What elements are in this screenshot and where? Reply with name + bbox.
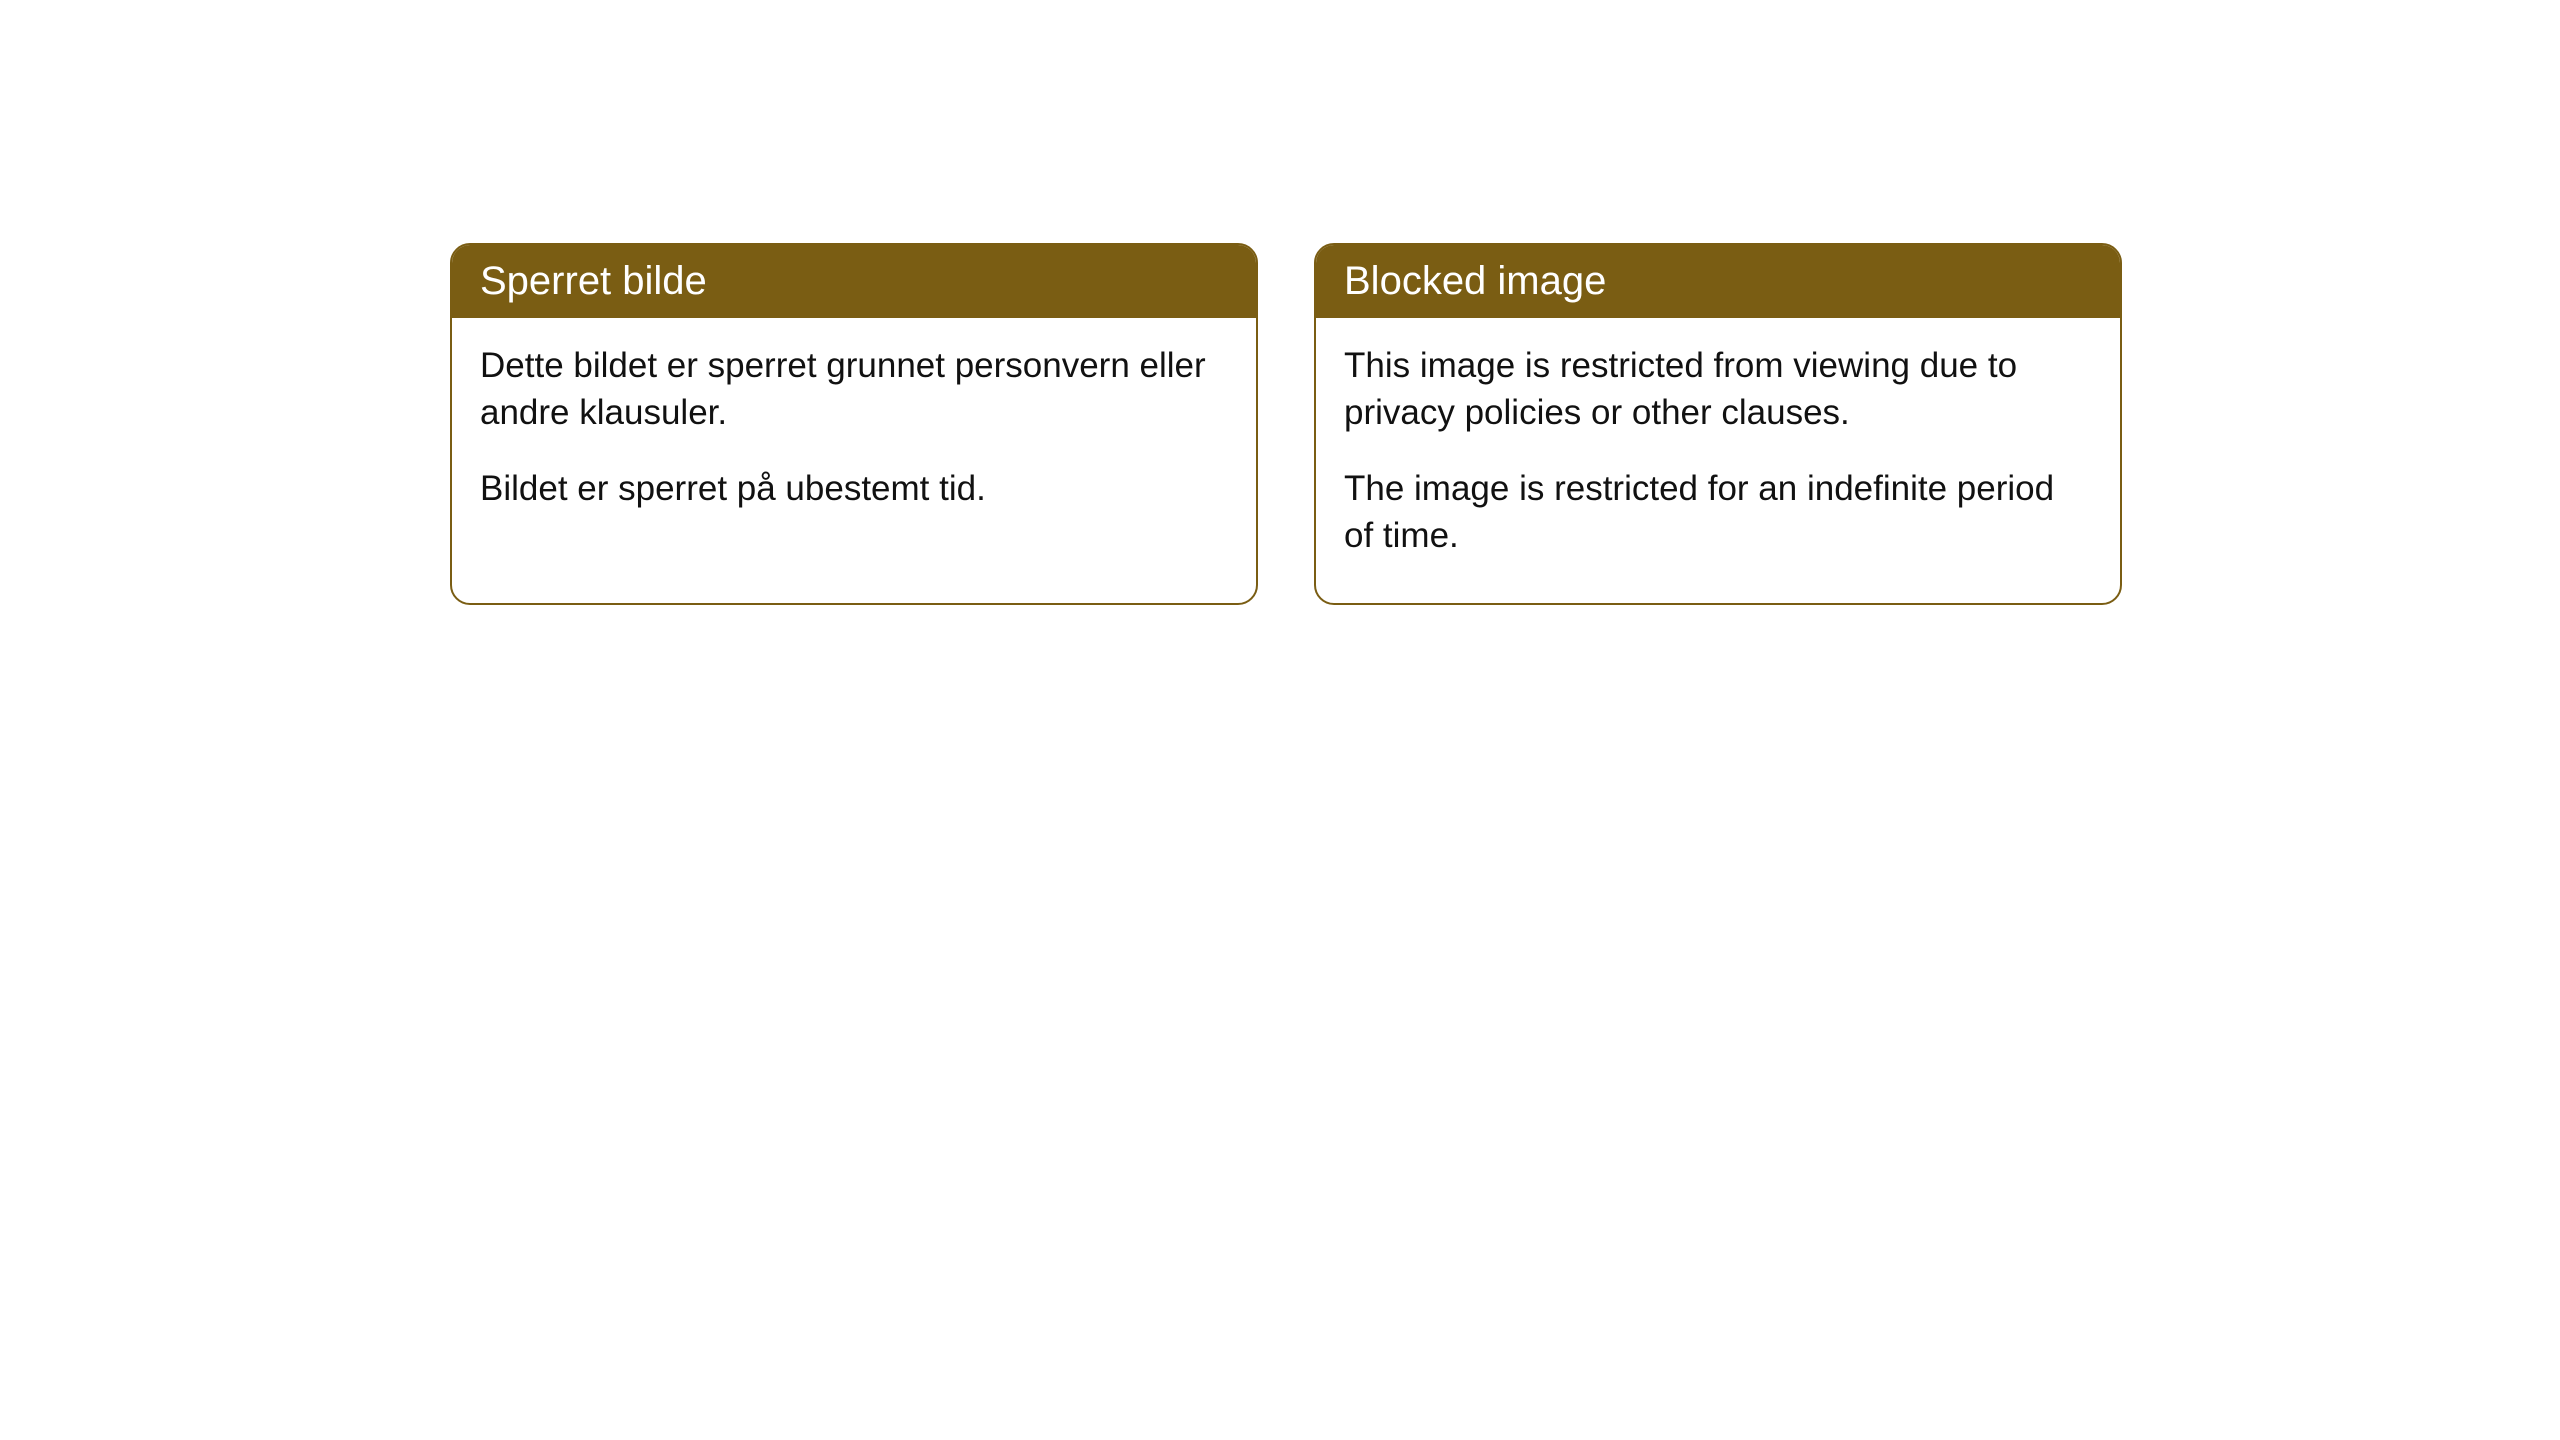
card-text-en-2: The image is restricted for an indefinit… bbox=[1344, 465, 2092, 560]
card-header-no: Sperret bilde bbox=[452, 245, 1256, 318]
cards-container: Sperret bilde Dette bildet er sperret gr… bbox=[0, 0, 2560, 605]
card-title-en: Blocked image bbox=[1344, 259, 1606, 303]
card-header-en: Blocked image bbox=[1316, 245, 2120, 318]
blocked-image-card-no: Sperret bilde Dette bildet er sperret gr… bbox=[450, 243, 1258, 605]
card-title-no: Sperret bilde bbox=[480, 259, 707, 303]
blocked-image-card-en: Blocked image This image is restricted f… bbox=[1314, 243, 2122, 605]
card-body-en: This image is restricted from viewing du… bbox=[1316, 318, 2120, 603]
card-body-no: Dette bildet er sperret grunnet personve… bbox=[452, 318, 1256, 556]
card-text-no-2: Bildet er sperret på ubestemt tid. bbox=[480, 465, 1228, 512]
card-text-no-1: Dette bildet er sperret grunnet personve… bbox=[480, 342, 1228, 437]
card-text-en-1: This image is restricted from viewing du… bbox=[1344, 342, 2092, 437]
